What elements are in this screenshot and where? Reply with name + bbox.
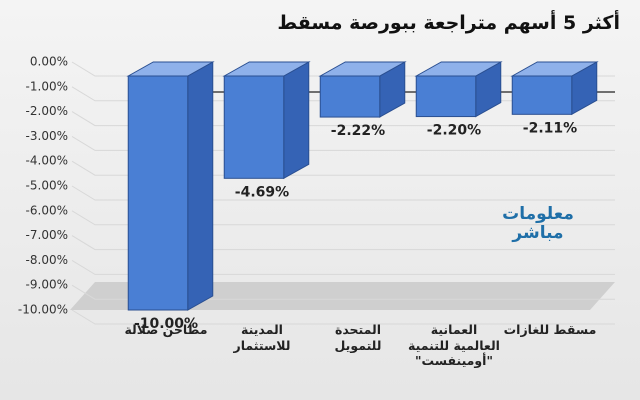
bar-face: [319, 75, 381, 118]
y-tick-label: 0.00%: [30, 55, 68, 69]
bar-face: [511, 75, 573, 115]
bar: [126, 61, 215, 311]
x-tick-label: مسقط للغازات: [503, 322, 597, 337]
y-tick-label: -5.00%: [26, 179, 68, 193]
grid-line: [71, 309, 615, 325]
grid-line: [71, 135, 615, 151]
y-tick-label: -7.00%: [26, 228, 68, 242]
bar: [510, 61, 599, 116]
x-tick-label: العمانية العالمية للتنمية "أومينفست": [408, 322, 500, 369]
x-tick-label: المتحدة للتمويل: [334, 322, 382, 353]
y-tick-label: -6.00%: [26, 203, 68, 217]
data-label: -10.00%: [134, 316, 198, 332]
y-tick-label: -8.00%: [26, 253, 68, 267]
data-label: -4.69%: [235, 184, 289, 200]
bar-face: [415, 75, 477, 118]
grid-line: [71, 210, 615, 226]
grid-line: [71, 111, 615, 127]
y-tick-label: -1.00%: [26, 79, 68, 93]
data-label: -2.22%: [331, 123, 385, 139]
grid-line: [71, 284, 615, 300]
x-tick-label: المدينة للاستثمار: [233, 322, 291, 353]
y-tick-label: -3.00%: [26, 129, 68, 143]
y-tick-label: -10.00%: [18, 303, 68, 317]
bar-face: [127, 75, 189, 311]
bar: [222, 61, 311, 180]
x-tick-label: مطاحن صلالة: [124, 322, 208, 337]
grid-line: [71, 185, 615, 201]
watermark: معلومات مباشر: [502, 204, 574, 243]
data-label: -2.20%: [427, 123, 481, 139]
chart-title: أكثر 5 أسهم متراجعة ببورصة مسقط: [277, 12, 620, 34]
bar-face: [187, 61, 214, 311]
bar-face: [223, 75, 285, 179]
grid-line: [71, 160, 615, 176]
y-tick-label: -4.00%: [26, 154, 68, 168]
bar-face: [283, 61, 310, 180]
y-tick-label: -9.00%: [26, 278, 68, 292]
grid-line: [71, 259, 615, 275]
bar: [414, 61, 503, 118]
bar: [318, 61, 407, 118]
grid-line: [71, 235, 615, 251]
y-tick-label: -2.00%: [26, 104, 68, 118]
data-label: -2.11%: [523, 120, 577, 136]
